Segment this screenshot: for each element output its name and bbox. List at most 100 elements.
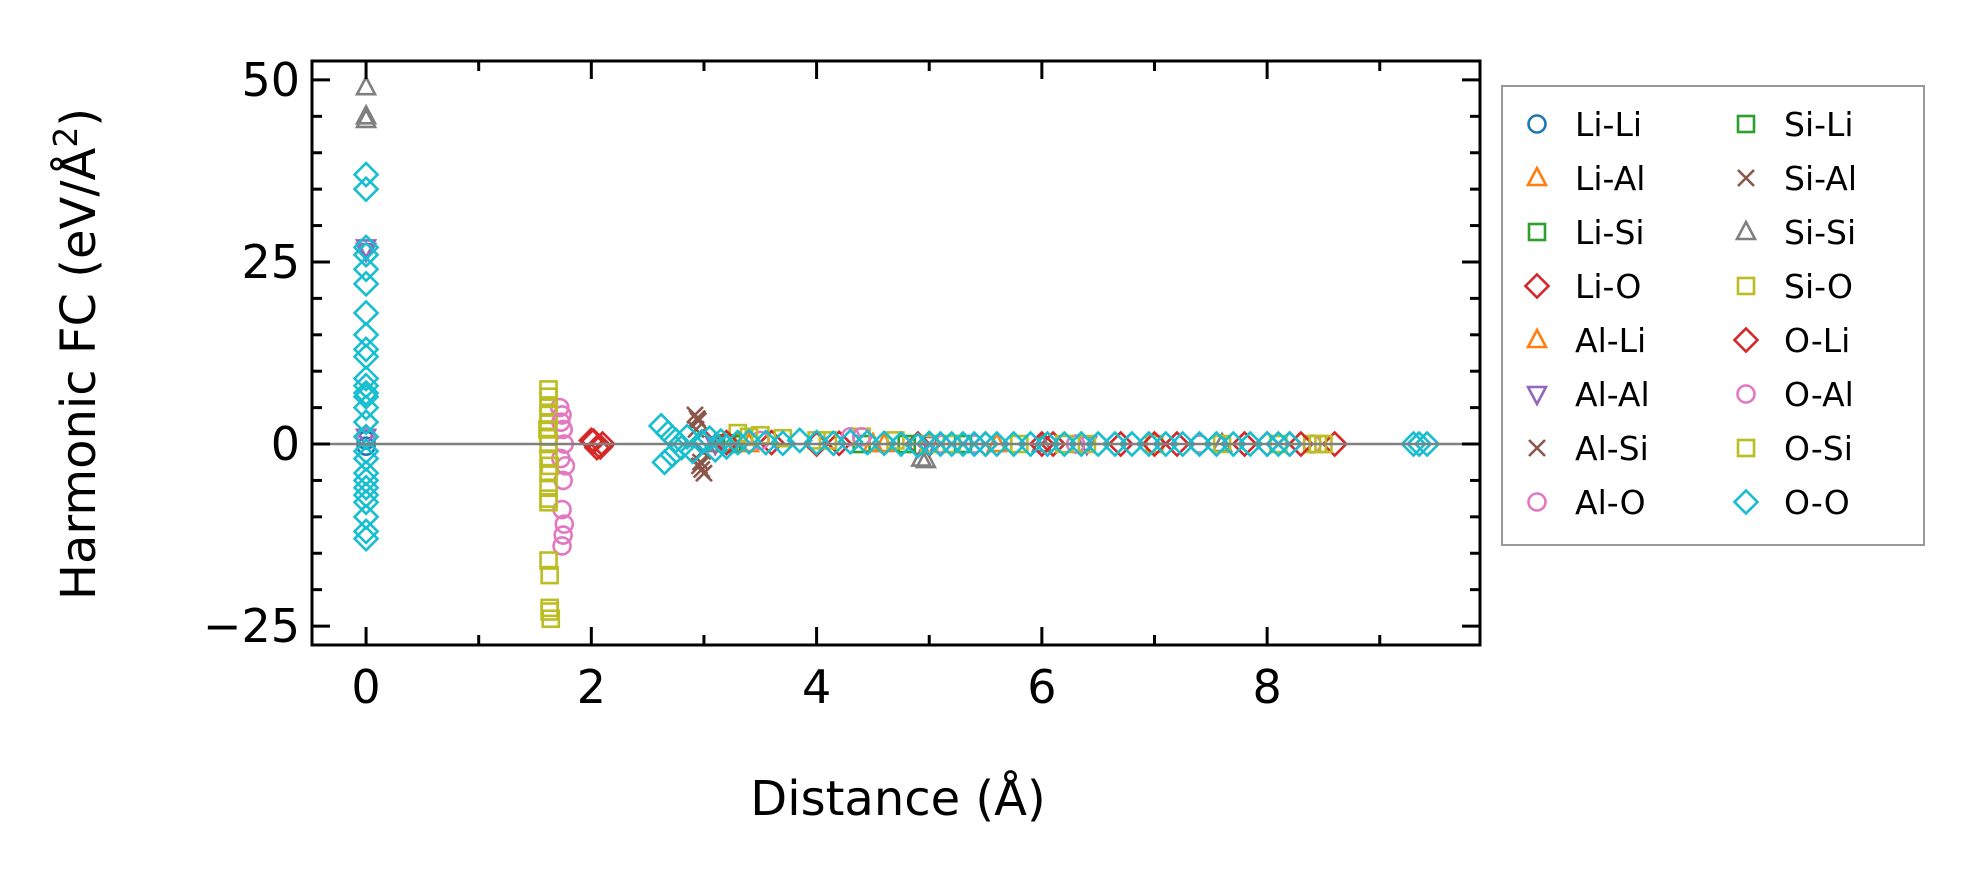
data-point (354, 74, 378, 96)
series-si-o (539, 380, 1333, 629)
axis-ticks (312, 61, 1480, 645)
data-point (1141, 430, 1168, 458)
legend-label: O-Al (1784, 375, 1854, 414)
data-point (352, 161, 380, 188)
data-point (758, 429, 785, 456)
legend-marker-icon (1736, 384, 1756, 404)
legend-label: O-Li (1784, 321, 1850, 360)
data-point (691, 453, 710, 472)
legend-item-o-li: O-Li (1732, 321, 1850, 360)
data-point (539, 387, 558, 406)
data-point (701, 436, 729, 464)
data-point (1028, 430, 1056, 458)
data-point (1405, 430, 1433, 458)
data-point (352, 408, 380, 436)
x-tick-label: 4 (802, 660, 831, 714)
legend-marker-icon (1737, 169, 1755, 187)
legend-label: Si-Si (1784, 213, 1856, 252)
series-si-si (354, 74, 1234, 469)
data-point (825, 429, 853, 457)
data-point (540, 565, 559, 585)
legend-label: O-Si (1784, 429, 1853, 468)
data-point (803, 429, 830, 456)
data-point (837, 428, 864, 456)
data-point (352, 299, 380, 327)
data-point (688, 409, 707, 428)
data-point (540, 598, 559, 618)
legend-marker-icon (1527, 114, 1547, 134)
series-o-o (352, 161, 1441, 553)
legend-marker-icon (1523, 272, 1551, 300)
data-point (352, 343, 380, 370)
data-point (352, 241, 380, 269)
legend-item-o-o: O-O (1732, 483, 1850, 522)
data-point (914, 447, 938, 469)
data-point (1231, 430, 1258, 458)
data-point (735, 428, 763, 456)
legend-item-si-o: Si-O (1736, 267, 1853, 306)
tick-labels: 0 2 4 6 8 −25 0 25 50 (203, 53, 1282, 714)
data-point (1265, 430, 1292, 458)
x-axis-label: Distance (Å) (750, 770, 1045, 827)
legend-label: Li-Si (1575, 213, 1645, 252)
data-point (352, 518, 380, 545)
data-point (870, 429, 898, 457)
legend-marker-icon (1736, 114, 1756, 134)
data-point (352, 467, 380, 494)
legend-label: O-O (1784, 483, 1850, 522)
legend-marker-icon (1527, 222, 1547, 242)
legend-item-li-o: Li-O (1523, 267, 1641, 306)
series-al-o (356, 397, 1322, 556)
data-point (352, 379, 380, 407)
legend: Li-Li Li-Al Li-Si Li-O Al-Li Al-Al Al-Si Al-O Si… (1501, 85, 1925, 546)
data-point (938, 430, 966, 458)
data-point (539, 492, 558, 512)
data-point (356, 436, 376, 457)
legend-label: Al-Si (1575, 429, 1649, 468)
series-al-al (354, 239, 1099, 457)
data-points (352, 74, 1441, 629)
data-point (651, 448, 678, 476)
legend-item-li-li: Li-Li (1527, 105, 1642, 144)
data-point (352, 175, 380, 203)
legend-label: Al-Li (1575, 321, 1646, 360)
data-point (679, 437, 707, 465)
data-point (539, 478, 558, 498)
legend-item-li-al: Li-Al (1525, 159, 1645, 198)
legend-marker-icon (1732, 326, 1760, 354)
legend-item-al-al: Al-Al (1525, 375, 1650, 414)
legend-item-si-li: Si-Li (1736, 105, 1854, 144)
data-point (904, 432, 932, 459)
data-point (1253, 430, 1281, 458)
data-point (673, 423, 701, 451)
y-tick-label: 25 (241, 235, 300, 289)
data-point (352, 336, 380, 363)
legend-label: Al-Al (1575, 375, 1650, 414)
legend-item-al-li: Al-Li (1525, 321, 1646, 360)
legend-box (1501, 85, 1925, 546)
x-tick-label: 6 (1027, 660, 1056, 714)
data-point (352, 270, 380, 298)
data-point (352, 383, 380, 411)
y-axis-label-main: Harmonic FC (eV/Å (50, 148, 107, 601)
data-point (972, 430, 999, 458)
legend-item-si-si: Si-Si (1734, 213, 1856, 252)
legend-item-al-o: Al-O (1527, 483, 1646, 522)
data-point (354, 428, 378, 450)
legend-label: Li-Al (1575, 159, 1645, 198)
y-axis-label: Harmonic FC (eV/Å2) (46, 108, 107, 600)
data-point (1107, 430, 1135, 458)
data-point (352, 481, 380, 509)
data-point (538, 420, 557, 439)
legend-marker-icon (1525, 327, 1549, 349)
x-tick-label: 2 (577, 660, 606, 714)
x-tick-label: 8 (1252, 660, 1281, 714)
legend-marker-icon (1736, 276, 1756, 296)
data-point (352, 488, 380, 516)
data-point (354, 103, 378, 125)
legend-label: Al-O (1575, 483, 1646, 522)
legend-label: Li-O (1575, 267, 1641, 306)
legend-item-si-al: Si-Al (1737, 159, 1857, 198)
legend-marker-icon (1734, 219, 1758, 241)
